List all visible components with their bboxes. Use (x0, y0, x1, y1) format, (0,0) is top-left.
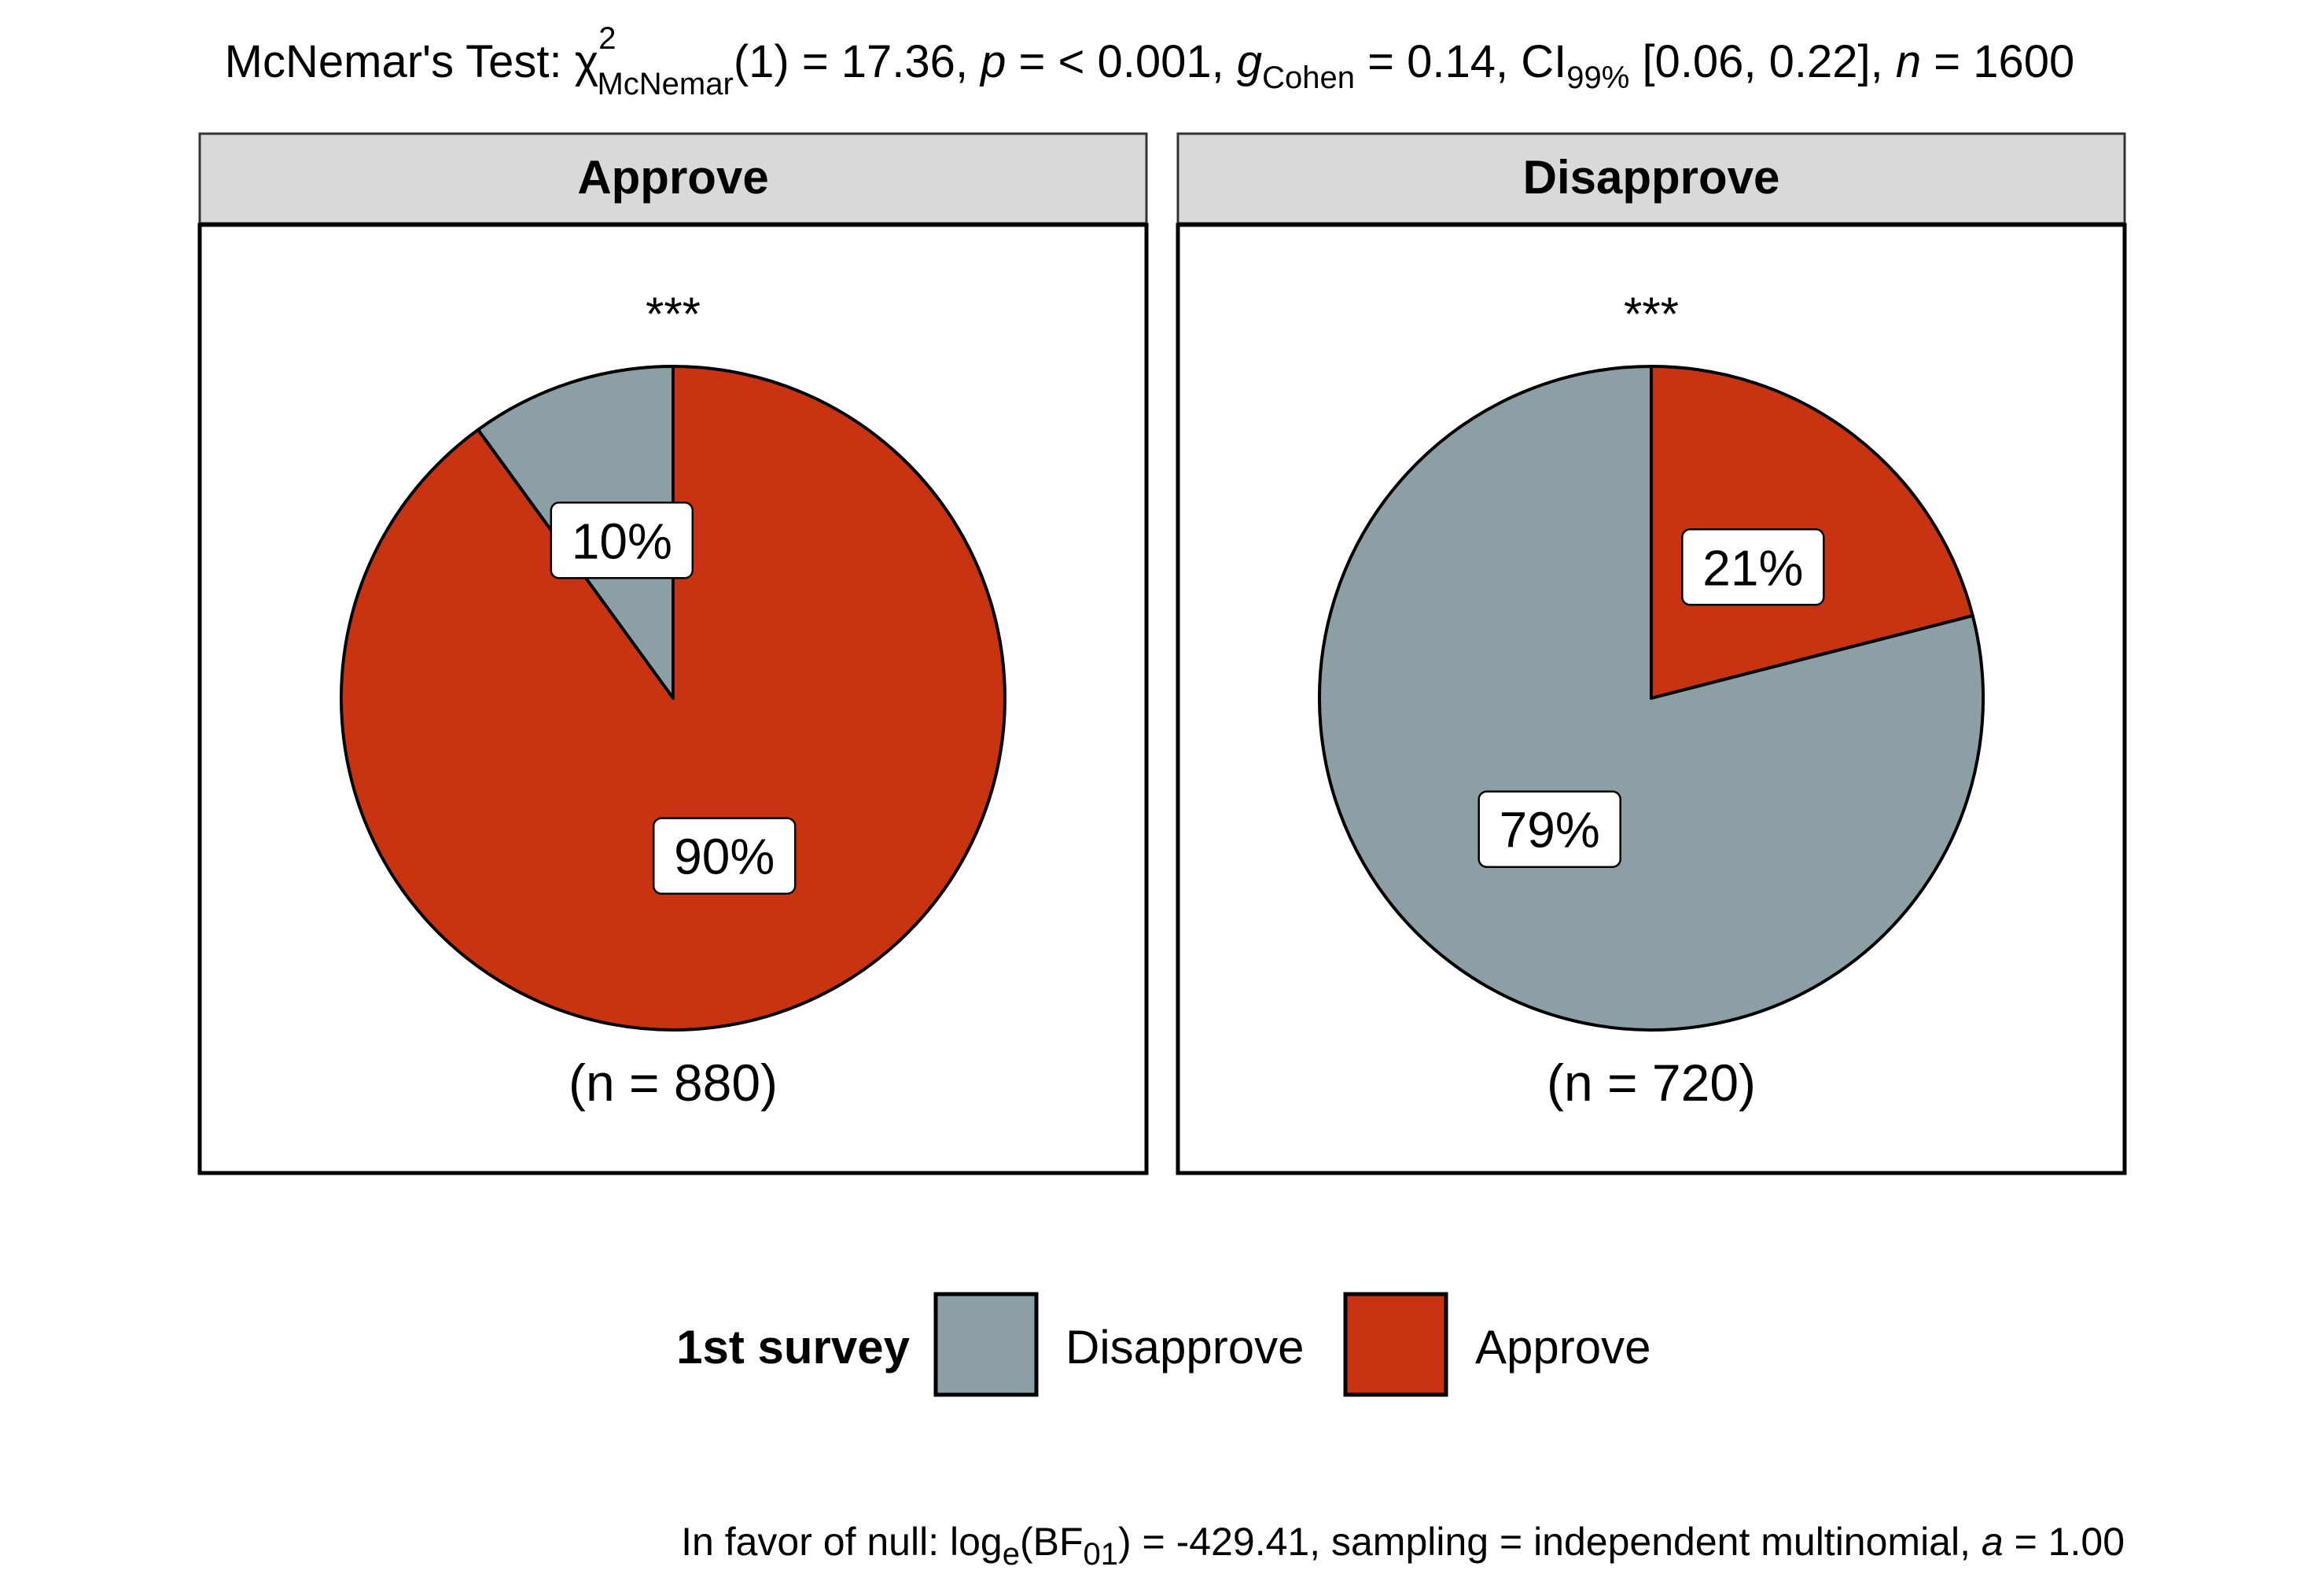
strip-label-approve: Approve (577, 151, 768, 204)
slice-label-approve: 21% (1681, 528, 1825, 606)
legend: 1st survey Disapprove Approve (676, 1292, 1650, 1397)
n-label-approve: (n = 880) (569, 1054, 778, 1112)
slice-label-disapprove: 10% (550, 502, 694, 579)
panel-approve: Approve *** 10% 90% (n = 880) (197, 132, 1149, 1175)
legend-key-approve (1343, 1292, 1448, 1397)
strip-label-disapprove: Disapprove (1523, 151, 1780, 204)
slice-label-box (652, 817, 797, 895)
pie-approve: 10% 90% (340, 365, 1006, 1032)
legend-key-disapprove (933, 1292, 1039, 1397)
slice-label-disapprove: 79% (1478, 790, 1621, 868)
chart-title: McNemar's Test: χ2 McNemar(1) = 17.36, p … (225, 21, 2075, 101)
n-label-disapprove: (n = 720) (1547, 1054, 1756, 1112)
slice-label-text: 90% (674, 829, 775, 885)
chart-caption: In favor of null: loge(BF01) = -429.41, … (681, 1520, 2125, 1572)
pie-disapprove: 79% 21% (1318, 365, 1985, 1032)
significance-disapprove: *** (1624, 288, 1679, 340)
slice-label-box (550, 502, 694, 579)
significance-approve: *** (646, 288, 701, 340)
slice-label-box (1478, 790, 1621, 868)
slice-label-approve: 90% (652, 817, 797, 895)
strip-disapprove (1176, 132, 2126, 225)
strip-approve (198, 132, 1148, 225)
legend-title: 1st survey (676, 1321, 910, 1374)
panel-disapprove: Disapprove *** 79% 21% (n = 720) (1176, 132, 2127, 1175)
legend-label-approve: Approve (1475, 1321, 1650, 1374)
slice-label-text: 21% (1702, 539, 1803, 596)
slice-label-box (1681, 528, 1825, 606)
pie-slice-approve (340, 365, 1006, 1032)
slice-label-text: 79% (1500, 802, 1600, 859)
slice-label-text: 10% (572, 513, 672, 569)
legend-label-disapprove: Disapprove (1065, 1321, 1305, 1374)
